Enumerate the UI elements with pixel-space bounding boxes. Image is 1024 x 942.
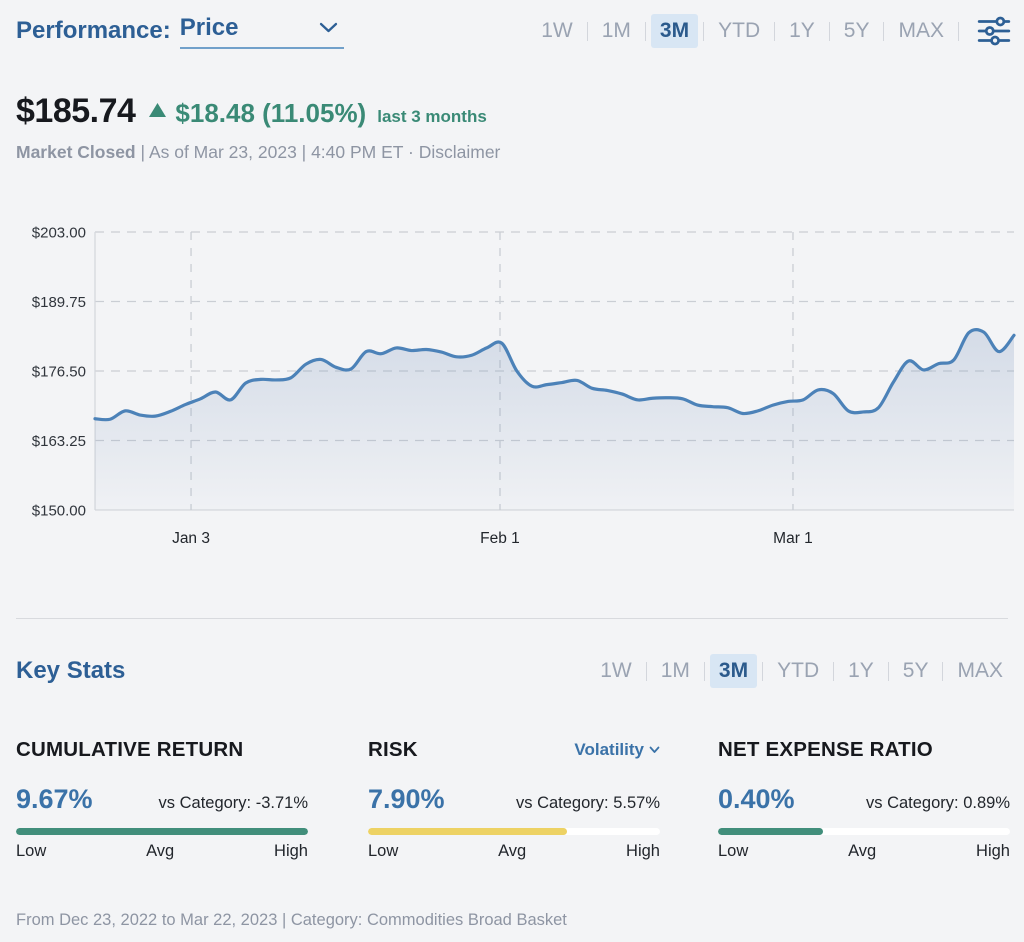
range-separator — [762, 662, 763, 681]
range-separator — [645, 22, 646, 41]
range-separator — [703, 22, 704, 41]
chart-controls: 1W 1M 3M YTD 1Y 5Y MAX — [532, 14, 1012, 48]
range-3m[interactable]: 3M — [651, 14, 698, 48]
chevron-down-icon — [319, 22, 338, 33]
scale-high: High — [274, 842, 308, 861]
stat-value: 7.90% — [368, 784, 445, 815]
svg-text:$189.75: $189.75 — [32, 294, 86, 311]
range-max[interactable]: MAX — [948, 654, 1012, 688]
as-of-text: | As of Mar 23, 2023 | 4:40 PM ET · Disc… — [141, 142, 501, 162]
price-change: $18.48 (11.05%) — [175, 98, 366, 129]
stat-net-expense-ratio: NET EXPENSE RATIO 0.40% vs Category: 0.8… — [718, 737, 1010, 861]
svg-text:Mar 1: Mar 1 — [773, 530, 813, 547]
section-divider — [16, 618, 1008, 619]
range-separator — [829, 22, 830, 41]
keystats-header: Key Stats 1W 1M 3M YTD 1Y 5Y MAX — [16, 650, 1012, 692]
risk-metric-dropdown-value: Volatility — [574, 740, 644, 760]
range-max[interactable]: MAX — [889, 14, 953, 48]
sliders-icon — [976, 16, 1012, 46]
range-1w[interactable]: 1W — [591, 654, 641, 688]
performance-widget: Performance: Price 1W 1M 3M YTD 1Y 5Y MAX — [0, 0, 1024, 942]
page-title: Performance: — [16, 17, 171, 45]
scale-avg: Avg — [498, 842, 526, 861]
scale-high: High — [626, 842, 660, 861]
stat-title: NET EXPENSE RATIO — [718, 738, 933, 762]
quote-row: $185.74 $18.48 (11.05%) last 3 months — [16, 92, 487, 131]
range-ytd[interactable]: YTD — [709, 14, 769, 48]
stat-risk: RISK Volatility 7.90% vs Category: 5.57%… — [368, 737, 660, 861]
keystats-title: Key Stats — [16, 657, 125, 685]
stat-vs-category: vs Category: 5.57% — [516, 794, 660, 813]
price-chart: $203.00 $189.75 $176.50 $163.25 $150.00 Jan 3… — [0, 225, 1024, 555]
range-separator — [883, 22, 884, 41]
stat-scale: Low Avg High — [368, 842, 660, 861]
scale-low: Low — [16, 842, 46, 861]
range-separator — [587, 22, 588, 41]
chevron-down-icon — [649, 746, 660, 754]
chart-settings-button[interactable] — [976, 16, 1012, 46]
current-price: $185.74 — [16, 92, 135, 131]
footer-note: From Dec 23, 2022 to Mar 22, 2023 | Cate… — [16, 911, 567, 930]
range-5y[interactable]: 5Y — [835, 14, 879, 48]
scale-avg: Avg — [848, 842, 876, 861]
range-1w[interactable]: 1W — [532, 14, 582, 48]
svg-text:$176.50: $176.50 — [32, 364, 86, 381]
range-1y[interactable]: 1Y — [839, 654, 883, 688]
stat-range-bar — [718, 828, 1010, 835]
up-arrow-icon — [149, 103, 166, 122]
risk-metric-dropdown[interactable]: Volatility — [574, 740, 660, 760]
svg-text:$150.00: $150.00 — [32, 503, 86, 520]
performance-header: Performance: Price 1W 1M 3M YTD 1Y 5Y MAX — [16, 10, 1012, 52]
range-separator — [774, 22, 775, 41]
price-chart-svg: $203.00 $189.75 $176.50 $163.25 $150.00 Jan 3… — [0, 225, 1024, 555]
range-separator — [704, 662, 705, 681]
stat-range-bar — [16, 828, 308, 835]
stat-scale: Low Avg High — [718, 842, 1010, 861]
scale-high: High — [976, 842, 1010, 861]
stat-scale: Low Avg High — [16, 842, 308, 861]
range-5y[interactable]: 5Y — [894, 654, 938, 688]
stat-title: RISK — [368, 738, 418, 762]
scale-low: Low — [718, 842, 748, 861]
range-separator — [833, 662, 834, 681]
stat-title: CUMULATIVE RETURN — [16, 738, 243, 762]
range-1y[interactable]: 1Y — [780, 14, 824, 48]
scale-low: Low — [368, 842, 398, 861]
stat-vs-category: vs Category: -3.71% — [159, 794, 308, 813]
stat-vs-category: vs Category: 0.89% — [866, 794, 1010, 813]
market-status: Market Closed — [16, 142, 136, 162]
range-1m[interactable]: 1M — [652, 654, 699, 688]
keystats-range-selector: 1W 1M 3M YTD 1Y 5Y MAX — [591, 654, 1012, 688]
scale-avg: Avg — [146, 842, 174, 861]
performance-title-group: Performance: Price — [16, 14, 344, 49]
range-separator — [888, 662, 889, 681]
svg-text:$203.00: $203.00 — [32, 225, 86, 242]
svg-text:Jan 3: Jan 3 — [172, 530, 210, 547]
market-status-row: Market Closed | As of Mar 23, 2023 | 4:4… — [16, 142, 500, 163]
stat-value: 9.67% — [16, 784, 93, 815]
range-1m[interactable]: 1M — [593, 14, 640, 48]
range-separator — [942, 662, 943, 681]
range-selector: 1W 1M 3M YTD 1Y 5Y MAX — [532, 14, 953, 48]
change-period: last 3 months — [377, 107, 487, 127]
stat-range-bar — [368, 828, 660, 835]
metric-dropdown-value: Price — [180, 14, 239, 42]
range-3m[interactable]: 3M — [710, 654, 757, 688]
svg-text:$163.25: $163.25 — [32, 433, 86, 450]
stat-value: 0.40% — [718, 784, 795, 815]
range-separator — [646, 662, 647, 681]
range-separator — [958, 22, 959, 41]
svg-text:Feb 1: Feb 1 — [480, 530, 520, 547]
stat-cumulative-return: CUMULATIVE RETURN 9.67% vs Category: -3.… — [16, 737, 308, 861]
range-ytd[interactable]: YTD — [768, 654, 828, 688]
metric-dropdown[interactable]: Price — [180, 14, 344, 49]
